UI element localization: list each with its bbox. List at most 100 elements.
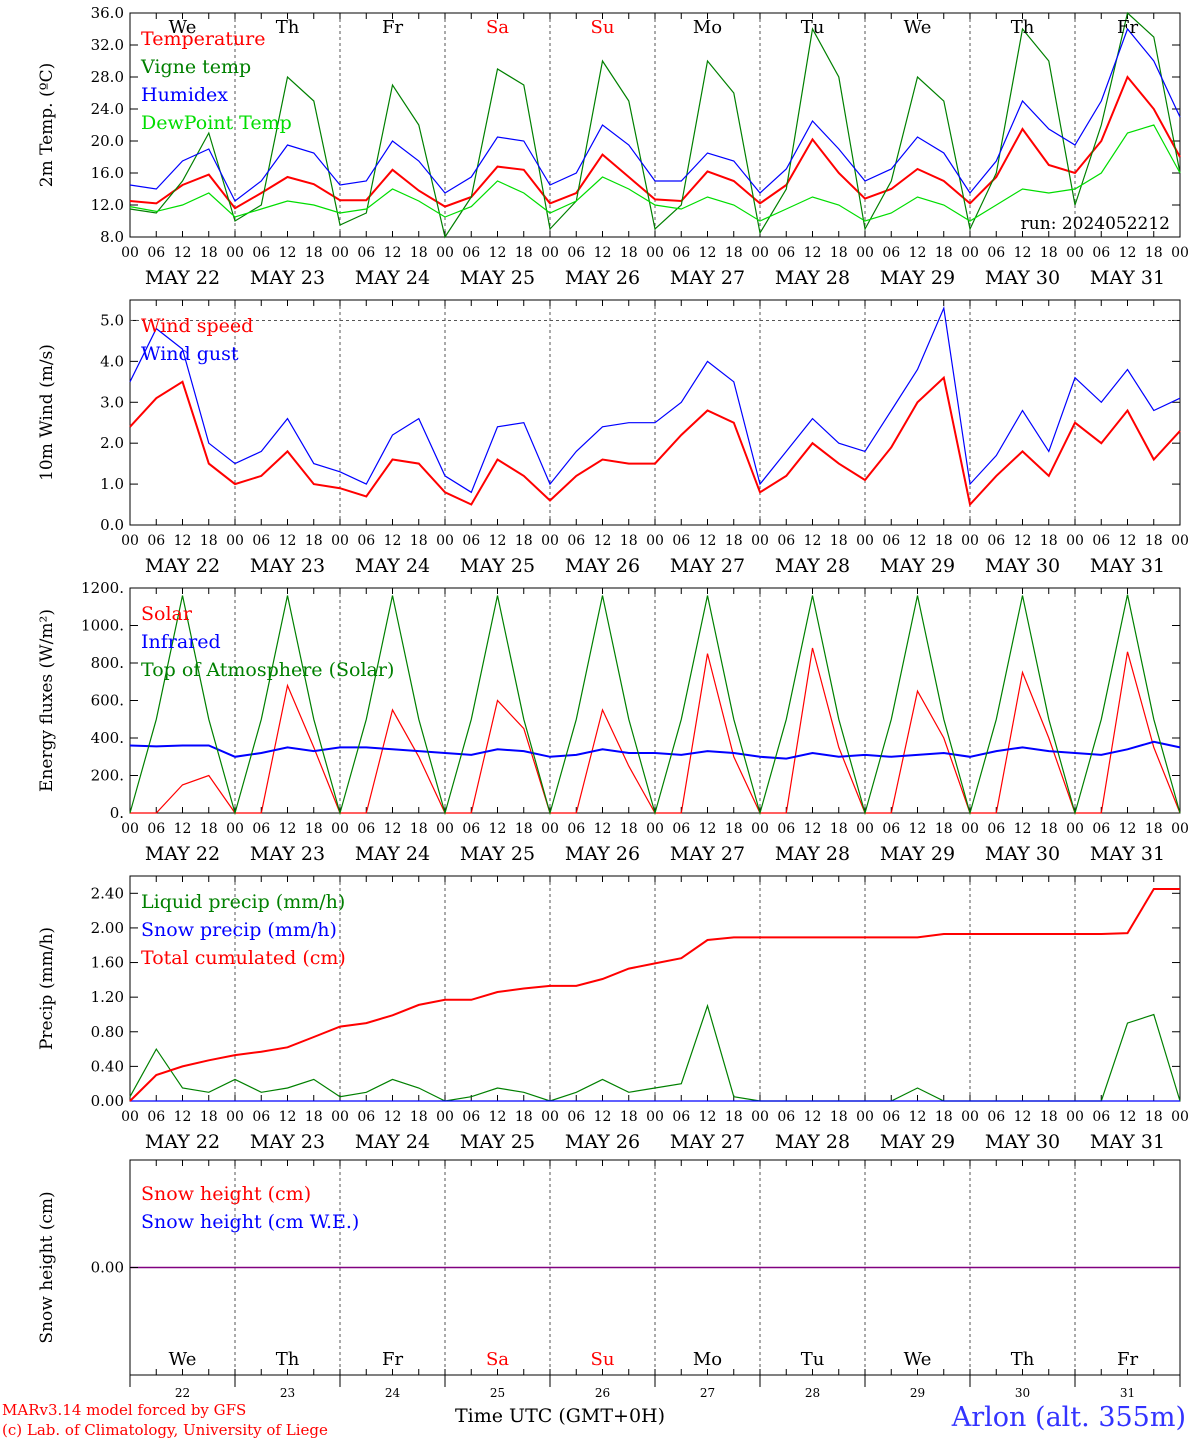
- y-tick-label: 4.0: [100, 352, 124, 370]
- x-tick-label: 12: [1119, 245, 1137, 261]
- x-tick-label: 12: [1119, 533, 1137, 549]
- series-line: [129, 124, 1181, 222]
- x-tick-label: 12: [909, 245, 927, 261]
- x-tick-label: 18: [305, 821, 323, 837]
- x-tick-label: 18: [200, 821, 218, 837]
- x-tick-label: 18: [410, 533, 428, 549]
- x-tick-label: 12: [384, 1109, 402, 1125]
- legend-entry: Liquid precip (mm/h): [141, 891, 345, 913]
- day-name: We: [904, 17, 932, 38]
- x-date-label: MAY 25: [460, 267, 535, 289]
- x-tick-label: 18: [620, 245, 638, 261]
- y-tick-label: 0.80: [91, 1023, 124, 1041]
- y-tick-label: 1.20: [91, 988, 124, 1006]
- x-date-label: MAY 25: [460, 843, 535, 865]
- x-date-label: MAY 24: [355, 267, 430, 289]
- x-tick-label: 06: [1092, 821, 1110, 837]
- x-tick-label: 06: [567, 533, 585, 549]
- x-tick-label: 18: [515, 821, 533, 837]
- legend-entry: Total cumulated (cm): [141, 947, 346, 969]
- x-tick-label: 06: [987, 821, 1005, 837]
- day-name: Fr: [382, 1349, 403, 1370]
- x-tick-label: 00: [646, 821, 664, 837]
- x-tick-label: 06: [987, 533, 1005, 549]
- x-tick-label: 06: [672, 245, 690, 261]
- x-tick-label: 18: [1040, 1109, 1058, 1125]
- x-tick-label: 00: [541, 1109, 559, 1125]
- x-tick-label: 00: [751, 1109, 769, 1125]
- x-tick-label: 00: [541, 245, 559, 261]
- series-line: [129, 306, 1181, 494]
- x-tick-label: 06: [567, 1109, 585, 1125]
- y-tick-label: 0.40: [91, 1057, 124, 1075]
- x-date-label: MAY 25: [460, 1131, 535, 1153]
- y-axis-label: Precip (mm/h): [37, 927, 57, 1050]
- legend-entry: Snow height (cm): [141, 1183, 311, 1205]
- x-date-label: MAY 26: [565, 1131, 640, 1153]
- day-name: Mo: [693, 17, 722, 38]
- x-tick-label: 06: [672, 533, 690, 549]
- x-tick-label: 18: [515, 245, 533, 261]
- day-name: Mo: [693, 1349, 722, 1370]
- x-tick-label: 06: [252, 821, 270, 837]
- x-date-label: MAY 31: [1090, 267, 1165, 289]
- x-date-label: MAY 30: [985, 843, 1060, 865]
- x-tick-label: 00: [1171, 1109, 1189, 1125]
- x-date-label: MAY 30: [985, 555, 1060, 577]
- x-axis-title: Time UTC (GMT+0H): [455, 1405, 666, 1427]
- x-tick-label: 00: [331, 533, 349, 549]
- panel-frame: [129, 587, 1181, 814]
- x-tick-label: 06: [462, 1109, 480, 1125]
- x-date-label: MAY 28: [775, 843, 850, 865]
- x-tick-label: 00: [121, 533, 139, 549]
- x-tick-label: 06: [357, 533, 375, 549]
- x-tick-label: 00: [1066, 533, 1084, 549]
- legend-entry: DewPoint Temp: [141, 112, 292, 134]
- x-tick-label: 18: [305, 245, 323, 261]
- x-tick-label: 06: [1092, 245, 1110, 261]
- x-tick-label: 18: [305, 533, 323, 549]
- x-tick-label: 18: [1145, 821, 1163, 837]
- y-tick-label: 8.0: [100, 228, 124, 246]
- x-tick-label: 18: [410, 821, 428, 837]
- x-tick-label: 00: [121, 1109, 139, 1125]
- day-name: Su: [591, 1349, 615, 1370]
- y-tick-label: 5.0: [100, 311, 124, 329]
- x-tick-label: 00: [331, 245, 349, 261]
- x-date-label: MAY 22: [145, 1131, 220, 1153]
- x-tick-label: 00: [1066, 245, 1084, 261]
- x-tick-label: 00: [226, 1109, 244, 1125]
- x-tick-label: 12: [909, 1109, 927, 1125]
- day-name: Fr: [382, 17, 403, 38]
- x-tick-label: 12: [594, 821, 612, 837]
- x-date-label: MAY 31: [1090, 843, 1165, 865]
- x-date-label: MAY 23: [250, 267, 325, 289]
- x-tick-label: 12: [804, 821, 822, 837]
- x-date-label: MAY 29: [880, 267, 955, 289]
- y-axis-label: Energy fluxes (W/m²): [37, 609, 57, 792]
- x-tick-label: 18: [410, 245, 428, 261]
- series-line: [129, 740, 1181, 760]
- x-tick-label: 12: [909, 533, 927, 549]
- day-number: 23: [280, 1386, 295, 1400]
- x-date-label: MAY 29: [880, 843, 955, 865]
- x-tick-label: 06: [357, 245, 375, 261]
- x-tick-label: 18: [305, 1109, 323, 1125]
- x-tick-label: 12: [804, 1109, 822, 1125]
- x-tick-label: 06: [777, 821, 795, 837]
- day-number: 31: [1120, 1386, 1135, 1400]
- day-number: 28: [805, 1386, 820, 1400]
- x-tick-label: 00: [856, 821, 874, 837]
- x-tick-label: 12: [489, 533, 507, 549]
- x-tick-label: 00: [436, 821, 454, 837]
- day-name: Th: [1011, 1349, 1035, 1370]
- x-tick-label: 00: [856, 245, 874, 261]
- x-date-label: MAY 23: [250, 555, 325, 577]
- x-tick-label: 06: [252, 245, 270, 261]
- y-axis-label: Snow height (cm): [37, 1191, 57, 1343]
- legend-entry: Top of Atmosphere (Solar): [141, 659, 394, 681]
- day-name: Sa: [486, 1349, 509, 1370]
- x-date-label: MAY 27: [670, 843, 745, 865]
- x-tick-label: 12: [594, 1109, 612, 1125]
- x-tick-label: 18: [725, 245, 743, 261]
